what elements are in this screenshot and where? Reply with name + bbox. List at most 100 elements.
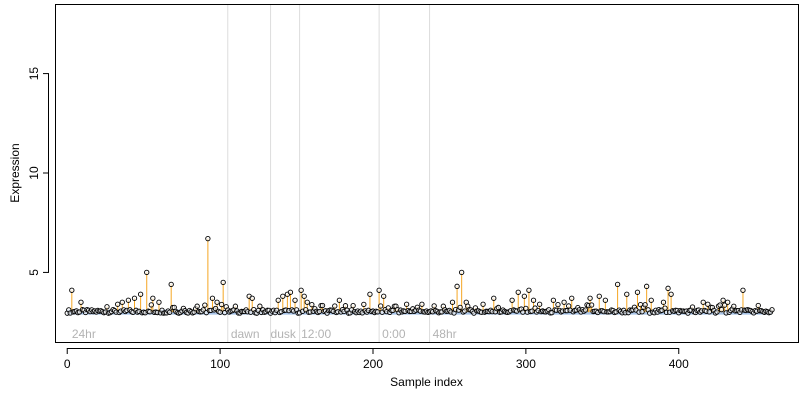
data-point-55 — [148, 302, 154, 308]
data-point-9 — [78, 299, 84, 305]
data-point-90 — [202, 302, 208, 308]
data-point-318 — [550, 297, 557, 303]
segment-label-5: 48hr — [433, 327, 457, 341]
data-point-343 — [588, 302, 595, 308]
x-tick-label-200: 200 — [363, 357, 383, 371]
data-point-48 — [137, 291, 144, 297]
data-point-60 — [156, 299, 162, 305]
data-point-390 — [660, 299, 667, 305]
y-tick-label-5: 5 — [27, 269, 41, 276]
data-point-26 — [104, 304, 110, 310]
data-point-325 — [561, 299, 567, 305]
data-point-379 — [643, 283, 650, 289]
x-tick-label-300: 300 — [516, 357, 536, 371]
y-axis: 5 10 15 — [27, 67, 49, 276]
data-point-95 — [209, 295, 216, 301]
data-point-204 — [376, 287, 382, 293]
x-tick-label-400: 400 — [669, 357, 689, 371]
data-point-232 — [419, 301, 425, 307]
data-point-56 — [150, 295, 156, 301]
data-point-198 — [367, 291, 373, 297]
data-point-149 — [292, 297, 298, 303]
data-point-282 — [495, 304, 502, 311]
data-point-419 — [705, 301, 711, 307]
data-point-420 — [706, 309, 712, 315]
segment-labels: 24hr dawn dusk 12:00 0:00 48hr — [72, 327, 457, 341]
segment-label-2: dusk — [271, 327, 297, 341]
data-point-101 — [218, 301, 225, 308]
data-point-382 — [648, 297, 654, 303]
data-point-302 — [526, 287, 532, 293]
y-axis-label: Expression — [8, 143, 22, 202]
data-point-98 — [214, 299, 220, 305]
data-point-299 — [521, 293, 527, 299]
data-point-272 — [480, 301, 486, 307]
data-point-40 — [125, 297, 132, 303]
segment-label-4: 0:00 — [382, 327, 406, 341]
data-point-222 — [403, 301, 410, 307]
data-point-102 — [220, 279, 226, 286]
data-point-309 — [536, 301, 543, 307]
data-point-295 — [515, 289, 521, 295]
x-tick-label-100: 100 — [210, 357, 230, 371]
data-point-257 — [457, 304, 463, 311]
data-point-395 — [668, 291, 674, 297]
segment-label-1: dawn — [231, 327, 260, 341]
data-point-178 — [336, 297, 343, 303]
data-point-376 — [639, 309, 645, 315]
data-point-240 — [431, 303, 437, 309]
data-point-461 — [769, 307, 775, 313]
data-point-92 — [205, 235, 211, 242]
data-point-339 — [582, 307, 589, 313]
data-point-260 — [462, 308, 468, 314]
data-point-100 — [217, 309, 223, 315]
data-point-3 — [69, 287, 75, 293]
data-point-167 — [319, 302, 326, 309]
data-point-342 — [587, 295, 593, 301]
data-point-328 — [566, 303, 572, 309]
data-point-436 — [731, 303, 737, 309]
data-point-33 — [115, 301, 121, 307]
data-point-258 — [459, 269, 465, 276]
data-point-366 — [624, 291, 630, 297]
data-point-321 — [555, 301, 561, 308]
data-points — [64, 235, 775, 316]
data-point-121 — [249, 295, 255, 301]
x-tick-label-0: 0 — [64, 357, 71, 371]
data-point-138 — [275, 297, 281, 303]
data-point-85 — [194, 303, 200, 309]
data-point-146 — [287, 289, 294, 295]
segment-label-0: 24hr — [72, 327, 96, 341]
data-point-67 — [167, 309, 173, 315]
data-point-165 — [316, 308, 323, 315]
data-point-52 — [144, 269, 150, 276]
x-axis: 0 100 200 300 400 — [64, 348, 689, 371]
data-point-54 — [147, 309, 153, 315]
segment-lines — [227, 4, 431, 342]
plot-frame — [55, 4, 799, 343]
data-point-452 — [755, 302, 761, 309]
data-point-97 — [212, 305, 219, 312]
data-point-207 — [381, 293, 387, 299]
data-point-187 — [350, 302, 356, 309]
data-point-348 — [596, 293, 602, 299]
y-tick-label-10: 10 — [27, 166, 41, 180]
data-point-157 — [304, 299, 310, 305]
data-point-194 — [361, 301, 367, 308]
data-point-203 — [374, 309, 381, 315]
data-point-153 — [298, 287, 304, 293]
data-point-393 — [665, 285, 671, 291]
data-point-126 — [257, 303, 263, 309]
data-point-409 — [689, 304, 696, 310]
data-point-141 — [280, 293, 286, 299]
data-point-373 — [634, 289, 641, 295]
data-point-428 — [718, 307, 725, 313]
data-point-182 — [342, 303, 349, 309]
data-point-291 — [509, 297, 515, 303]
data-point-360 — [614, 281, 621, 287]
data-point-205 — [377, 303, 384, 309]
data-point-252 — [449, 299, 456, 305]
data-point-305 — [530, 297, 537, 303]
data-point-175 — [332, 303, 338, 309]
